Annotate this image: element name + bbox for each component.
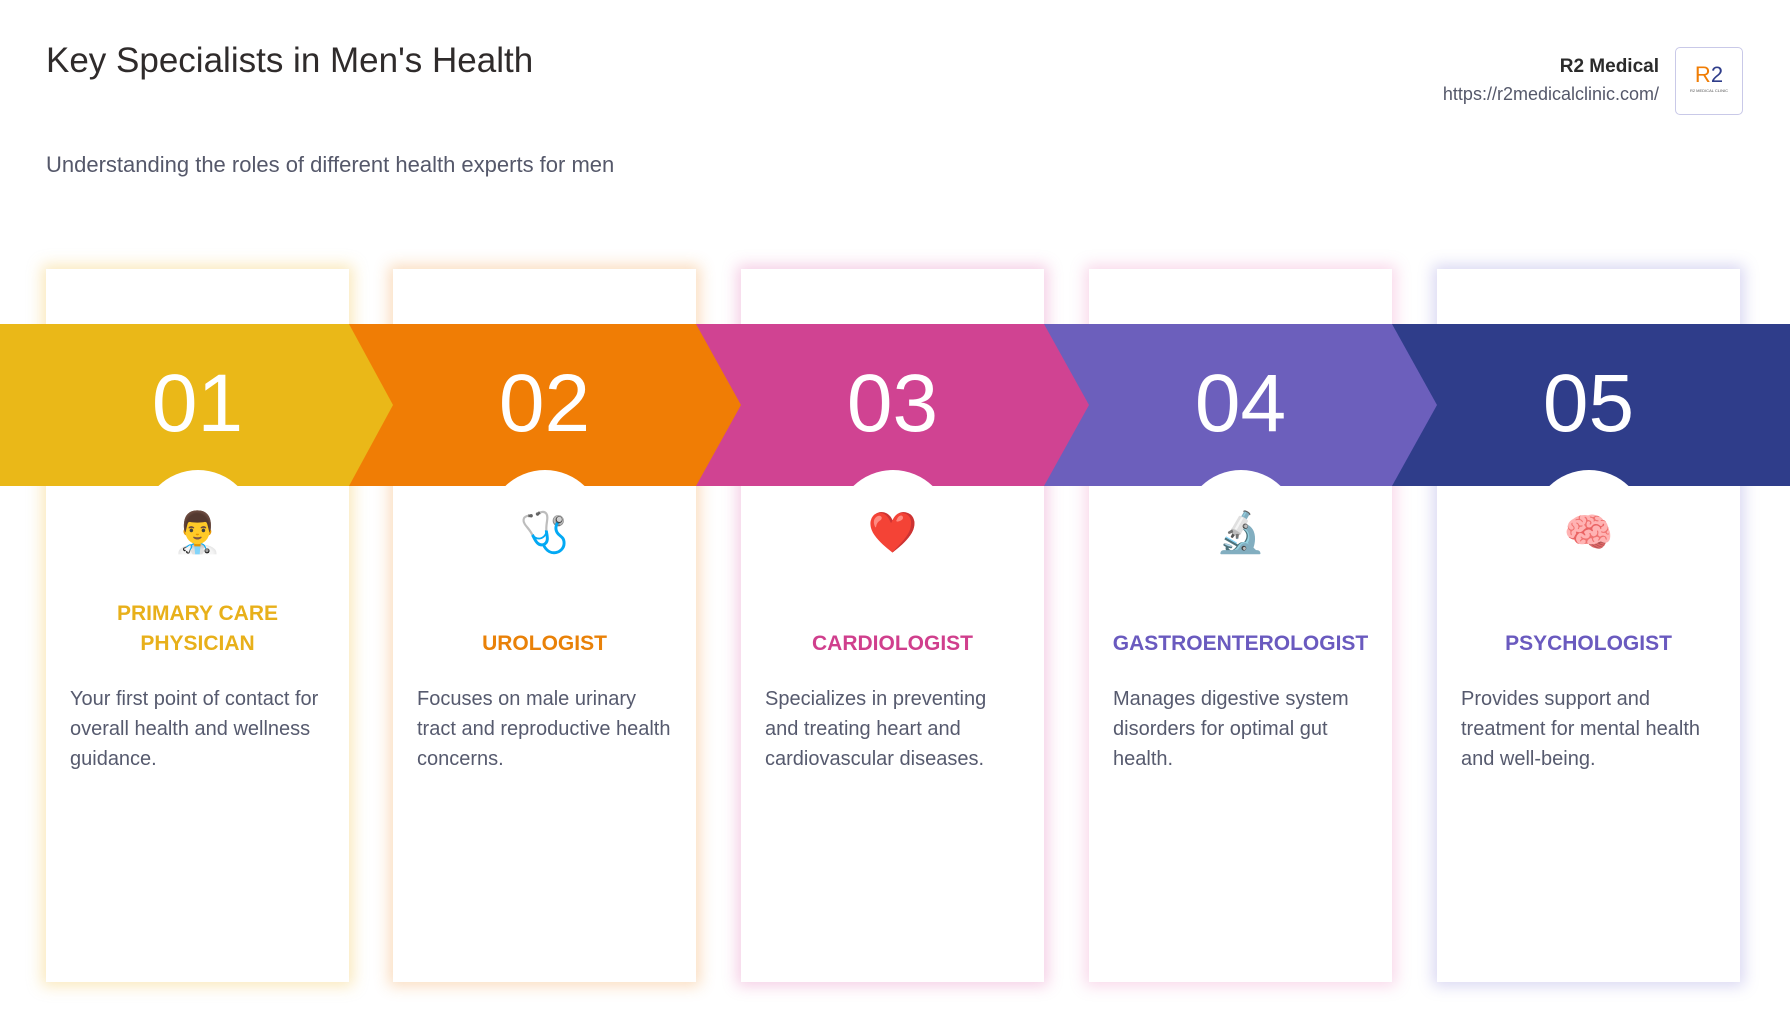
page-title: Key Specialists in Men's Health (46, 41, 534, 80)
specialist-title: UROLOGIST (482, 632, 607, 655)
step-number: 01 (151, 358, 244, 449)
specialist-description: Manages digestive system disorders for o… (1113, 688, 1349, 770)
chevron-segment (349, 324, 741, 486)
logo-subtext: R2 MEDICAL CLINIC (1689, 88, 1729, 93)
chevron-segment (696, 324, 1089, 486)
chevron-segment (0, 324, 393, 486)
specialist-title: GASTROENTEROLOGIST (1112, 632, 1369, 655)
icon-cap (393, 470, 696, 486)
specialist-description: Your first point of contact for overall … (70, 688, 319, 770)
chevron-band (0, 324, 1790, 486)
icon-cap (1089, 470, 1392, 486)
step-number: 03 (846, 358, 939, 449)
brain-icon: 🧠 (1563, 511, 1614, 555)
step-number: 05 (1542, 358, 1635, 449)
chevron-segment (1392, 324, 1790, 486)
page-subtitle: Understanding the roles of different hea… (46, 152, 615, 177)
chevron-segment (1044, 324, 1437, 486)
brand-name: R2 Medical (1559, 56, 1659, 77)
brand-url[interactable]: https://r2medicalclinic.com/ (1442, 84, 1659, 104)
icon-cap (46, 470, 349, 486)
specialist-title: PSYCHOLOGIST (1505, 632, 1672, 655)
step-number: 02 (498, 358, 591, 449)
heart-icon: ❤️ (867, 511, 918, 555)
icon-cap (741, 470, 1044, 486)
step-number: 04 (1194, 358, 1287, 449)
logo-mark: R2 (1694, 62, 1724, 87)
specialist-description: Specializes in preventing and treating h… (765, 688, 987, 770)
specialist-title: PRIMARY CARE PHYSICIAN (116, 602, 279, 655)
specialist-title: CARDIOLOGIST (812, 632, 973, 655)
specialist-description: Provides support and treatment for menta… (1461, 688, 1701, 770)
brand-info: R2 Medical https://r2medicalclinic.com/ (1443, 56, 1659, 105)
specialist-description: Focuses on male urinary tract and reprod… (417, 688, 671, 770)
icon-cap (1437, 470, 1740, 486)
stethoscope-icon: 🩺 (519, 511, 570, 555)
man-health-worker-icon: 👨‍⚕️ (172, 511, 223, 555)
brand-logo: R2 R2 MEDICAL CLINIC (1675, 47, 1743, 115)
microscope-icon: 🔬 (1215, 511, 1266, 555)
